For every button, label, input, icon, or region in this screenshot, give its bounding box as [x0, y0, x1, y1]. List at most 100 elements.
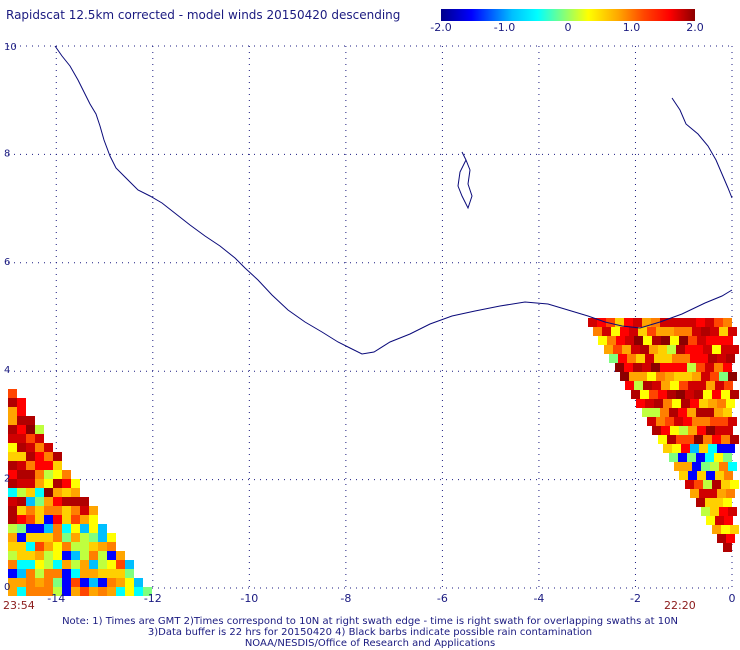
wind-cell [17, 524, 26, 533]
wind-cell [26, 524, 35, 533]
wind-cell [89, 533, 98, 542]
wind-cell [80, 524, 89, 533]
wind-cell [613, 345, 622, 354]
wind-cell [719, 462, 728, 471]
wind-cell [640, 345, 649, 354]
wind-cell [17, 551, 26, 560]
x-tick-label: -12 [144, 592, 162, 605]
wind-cell [726, 399, 735, 408]
wind-cell [125, 578, 134, 587]
wind-cell [679, 336, 688, 345]
x-tick-label: -4 [533, 592, 544, 605]
wind-cell [687, 363, 696, 372]
wind-cell [26, 479, 35, 488]
coastline [54, 45, 733, 355]
wind-cell [8, 488, 17, 497]
wind-cell [658, 435, 667, 444]
wind-cell [699, 354, 708, 363]
wind-cell [80, 533, 89, 542]
wind-cell [717, 399, 726, 408]
wind-cell [26, 461, 35, 470]
wind-cell [629, 327, 638, 336]
wind-cell [724, 381, 733, 390]
wind-cell [89, 569, 98, 578]
wind-cell [715, 426, 724, 435]
wind-cell [642, 408, 651, 417]
wind-cell [62, 578, 71, 587]
wind-cell [98, 569, 107, 578]
wind-cell [670, 336, 679, 345]
wind-cell [678, 453, 687, 462]
wind-cell [721, 480, 730, 489]
wind-cell [687, 408, 696, 417]
wind-swaths [8, 318, 739, 596]
wind-cell [685, 345, 694, 354]
wind-cell [692, 462, 701, 471]
wind-cell [71, 587, 80, 596]
wind-cell [683, 327, 692, 336]
wind-cell [669, 453, 678, 462]
wind-cell [26, 587, 35, 596]
x-tick-label: -6 [437, 592, 448, 605]
wind-cell [696, 453, 705, 462]
wind-cell [8, 533, 17, 542]
wind-cell [17, 506, 26, 515]
x-tick-label: -14 [47, 592, 65, 605]
wind-cell [44, 497, 53, 506]
wind-cell [676, 435, 685, 444]
wind-cell [98, 524, 107, 533]
wind-cell [706, 471, 715, 480]
wind-cell [665, 372, 674, 381]
wind-cell [8, 497, 17, 506]
wind-cell [685, 390, 694, 399]
wind-cell [723, 363, 732, 372]
wind-cell [721, 390, 730, 399]
wind-cell [715, 336, 724, 345]
wind-cell [125, 569, 134, 578]
wind-cell [8, 416, 17, 425]
wind-cell [107, 560, 116, 569]
wind-cell [17, 479, 26, 488]
wind-cell [44, 587, 53, 596]
wind-cell [8, 389, 17, 398]
wind-cell [71, 506, 80, 515]
wind-cell [688, 426, 697, 435]
wind-cell [17, 569, 26, 578]
wind-cell [690, 399, 699, 408]
wind-cell [674, 327, 683, 336]
wind-cell [8, 578, 17, 587]
wind-cell [80, 578, 89, 587]
wind-cell [712, 345, 721, 354]
colorbar-tick-label: 2.0 [686, 21, 704, 34]
wind-cell [62, 470, 71, 479]
wind-cell [647, 327, 656, 336]
wind-cell [622, 345, 631, 354]
wind-cell [89, 587, 98, 596]
wind-cell [62, 569, 71, 578]
wind-cell [728, 417, 737, 426]
wind-cell [80, 515, 89, 524]
wind-cell [44, 524, 53, 533]
wind-cell [8, 452, 17, 461]
colorbar-tick-label: -1.0 [493, 21, 516, 34]
wind-cell [598, 336, 607, 345]
wind-cell [116, 569, 125, 578]
wind-cell [71, 560, 80, 569]
colorbar-tick-label: 1.0 [622, 21, 641, 34]
wind-cell [703, 435, 712, 444]
wind-cell [681, 399, 690, 408]
wind-cell [652, 381, 661, 390]
y-tick-label: 6 [4, 257, 10, 268]
wind-cell [631, 345, 640, 354]
wind-cell [638, 327, 647, 336]
wind-cell [116, 560, 125, 569]
wind-cell [53, 578, 62, 587]
wind-cell [107, 578, 116, 587]
note-line-1: Note: 1) Times are GMT 2)Times correspon… [62, 616, 678, 627]
wind-cell [606, 318, 615, 327]
wind-cell [701, 462, 710, 471]
wind-cell [17, 533, 26, 542]
wind-cell [701, 417, 710, 426]
wind-cell [26, 434, 35, 443]
wind-cell [8, 542, 17, 551]
